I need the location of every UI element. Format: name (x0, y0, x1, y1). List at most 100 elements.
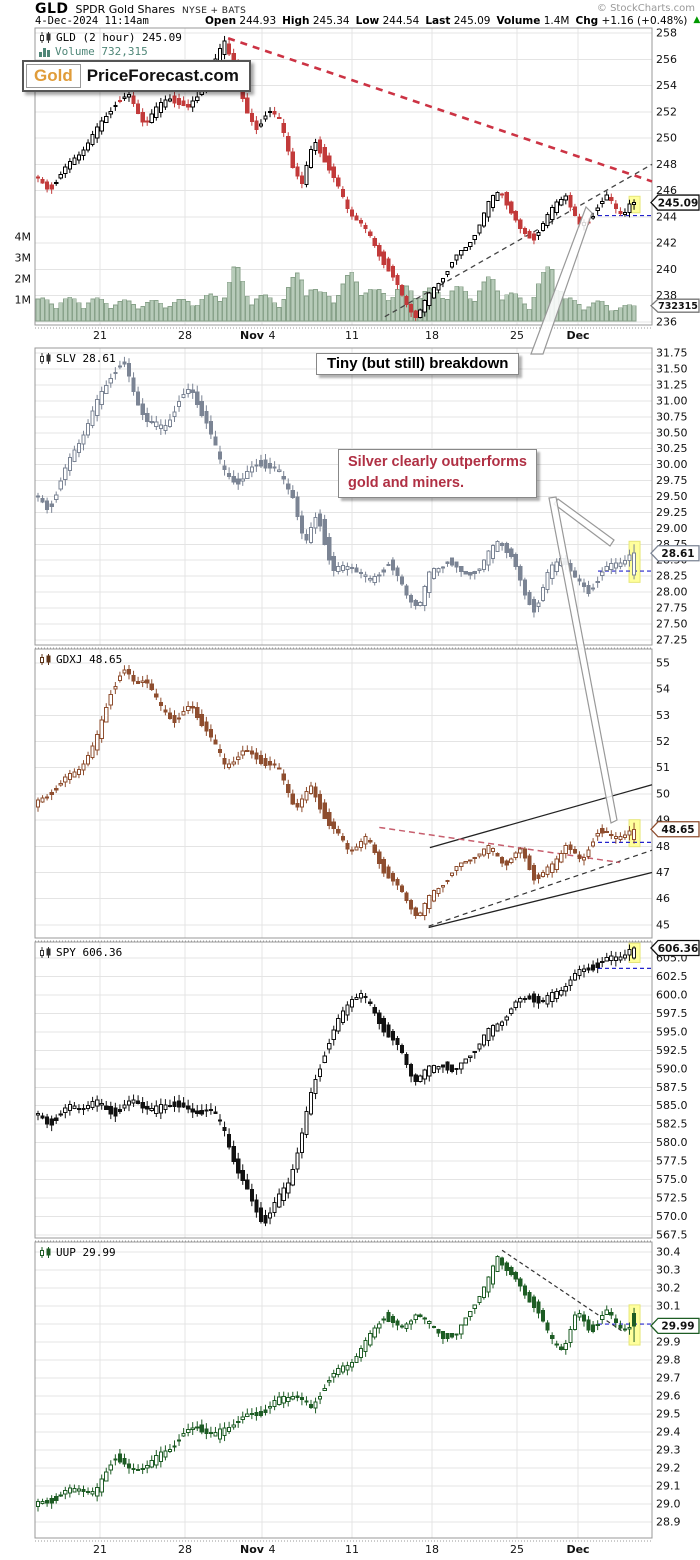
svg-text:52: 52 (656, 735, 670, 748)
svg-text:11: 11 (345, 1543, 359, 1556)
logo-gold-word: Gold (26, 64, 81, 88)
logo-priceforecast-word: PriceForecast.com (86, 66, 239, 85)
date-axis: 21 28 Nov 4 11 18 25 Dec (93, 329, 590, 342)
symbol-title: GLD (35, 1, 69, 17)
gld-volume-label: Volume 732,315 (39, 45, 148, 58)
gld-panel-title: GLD (2 hour) 245.09 (39, 31, 182, 44)
svg-text:51: 51 (656, 761, 670, 774)
svg-text:Dec: Dec (566, 329, 589, 342)
svg-text:27.25: 27.25 (656, 633, 688, 646)
chart-header: GLD SPDR Gold Shares NYSE + BATS (35, 1, 246, 17)
uup-price-axis: 28.9 29.0 29.1 29.2 29.3 29.4 29.5 29.6 29.7 29.8… (656, 1246, 681, 1529)
quote-line: Open 244.93 High 245.34 Low 244.54 Last … (205, 15, 700, 27)
svg-text:587.5: 587.5 (656, 1081, 688, 1094)
svg-text:30.3: 30.3 (656, 1264, 681, 1277)
svg-text:31.50: 31.50 (656, 363, 688, 376)
svg-text:577.5: 577.5 (656, 1155, 688, 1168)
breakdown-annotation: Tiny (but still) breakdown (316, 353, 520, 375)
svg-text:606.36: 606.36 (658, 943, 699, 955)
svg-text:50: 50 (656, 787, 670, 800)
svg-text:240: 240 (656, 263, 677, 276)
quote-volume: Volume 1.4M (496, 15, 570, 27)
panel-gld: 4M3M2M1M23623824024224424624825025225425… (15, 26, 700, 329)
svg-text:4: 4 (269, 329, 276, 342)
price-tag (650, 194, 700, 211)
price-tag (650, 545, 700, 562)
svg-text:585.0: 585.0 (656, 1099, 688, 1112)
svg-text:4: 4 (269, 1543, 276, 1556)
silver-annotation-line1: Silver clearly outperforms (348, 454, 527, 470)
quote-high: High 245.34 (282, 15, 350, 27)
breakdown-callout (530, 205, 593, 355)
volume-bars-icon (39, 47, 50, 57)
gld-rising-support-dashed (384, 163, 653, 318)
chart-datetime: 4-Dec-2024 11:14am (35, 15, 149, 27)
uup-panel-title: UUP 29.99 (39, 1246, 116, 1259)
quote-change: Chg +1.16 (+0.48%) (575, 15, 688, 27)
svg-text:45: 45 (656, 918, 670, 931)
svg-text:602.5: 602.5 (656, 970, 688, 983)
svg-text:30.4: 30.4 (656, 1246, 681, 1259)
svg-text:2M: 2M (15, 273, 32, 286)
svg-text:29.99: 29.99 (661, 1321, 694, 1333)
spy-price-axis: 567.5 570.0 572.5 575.0 577.5 580.0 582.5 585.0… (656, 952, 688, 1242)
svg-text:18: 18 (425, 329, 439, 342)
svg-text:21: 21 (93, 329, 107, 342)
svg-text:29.8: 29.8 (656, 1354, 681, 1367)
svg-text:248: 248 (656, 158, 677, 171)
svg-text:592.5: 592.5 (656, 1044, 688, 1057)
svg-text:597.5: 597.5 (656, 1007, 688, 1020)
svg-text:29.3: 29.3 (656, 1444, 681, 1457)
svg-text:580.0: 580.0 (656, 1136, 688, 1149)
svg-text:246: 246 (656, 184, 677, 197)
svg-text:11: 11 (345, 329, 359, 342)
stockcharts-copyright: © StockCharts.com (596, 3, 695, 14)
svg-text:595.0: 595.0 (656, 1025, 688, 1038)
date-axis: 21 28 Nov 4 11 18 25 Dec (93, 1543, 590, 1556)
panel-uup: 28.9 29.0 29.1 29.2 29.3 29.4 29.5 29.6 29.7 29.8… (34, 1241, 700, 1542)
svg-text:29.9: 29.9 (656, 1336, 681, 1349)
slv-price-axis: 27.2527.5027.7528.0028.2528.5028.7529.00… (656, 347, 688, 647)
gdxj-plot-border (34, 648, 653, 939)
svg-text:570.0: 570.0 (656, 1210, 688, 1223)
panel-spy: 567.5 570.0 572.5 575.0 577.5 580.0 582.5 585.0… (34, 939, 700, 1242)
svg-text:47: 47 (656, 866, 670, 879)
svg-text:732315: 732315 (658, 301, 698, 312)
svg-text:30.2: 30.2 (656, 1282, 681, 1295)
svg-text:29.7: 29.7 (656, 1372, 681, 1385)
gdxj-candles (35, 665, 637, 921)
candlestick-icon (40, 31, 51, 43)
svg-text:Dec: Dec (566, 1543, 589, 1556)
svg-text:46: 46 (656, 892, 670, 905)
price-tag (650, 1317, 700, 1335)
svg-text:30.25: 30.25 (656, 442, 688, 455)
gld-volume-bars (35, 266, 637, 322)
uup-plot-border (34, 1241, 653, 1539)
svg-text:31.75: 31.75 (656, 347, 688, 360)
price-tag (650, 821, 700, 838)
silver-annotation-line2: gold and miners. (348, 475, 465, 491)
svg-text:29.25: 29.25 (656, 506, 688, 519)
svg-text:55: 55 (656, 656, 670, 669)
gld-candles (35, 35, 637, 321)
svg-text:27.50: 27.50 (656, 617, 688, 630)
quote-last: Last 245.09 (425, 15, 491, 27)
svg-text:31.25: 31.25 (656, 378, 688, 391)
spy-candles (35, 944, 637, 1227)
svg-text:582.5: 582.5 (656, 1118, 688, 1131)
svg-text:252: 252 (656, 105, 677, 118)
svg-text:25: 25 (510, 1543, 524, 1556)
svg-text:575.0: 575.0 (656, 1173, 688, 1186)
svg-text:Nov: Nov (240, 329, 265, 342)
svg-text:3M: 3M (15, 252, 32, 265)
svg-text:572.5: 572.5 (656, 1192, 688, 1205)
svg-text:4M: 4M (15, 231, 32, 244)
svg-text:30.75: 30.75 (656, 410, 688, 423)
symbol-name: SPDR Gold Shares (75, 3, 176, 16)
svg-text:30.50: 30.50 (656, 426, 688, 439)
svg-text:30.1: 30.1 (656, 1300, 681, 1313)
silver-outperforms-annotation: Silver clearly outperforms gold and mine… (338, 449, 537, 498)
